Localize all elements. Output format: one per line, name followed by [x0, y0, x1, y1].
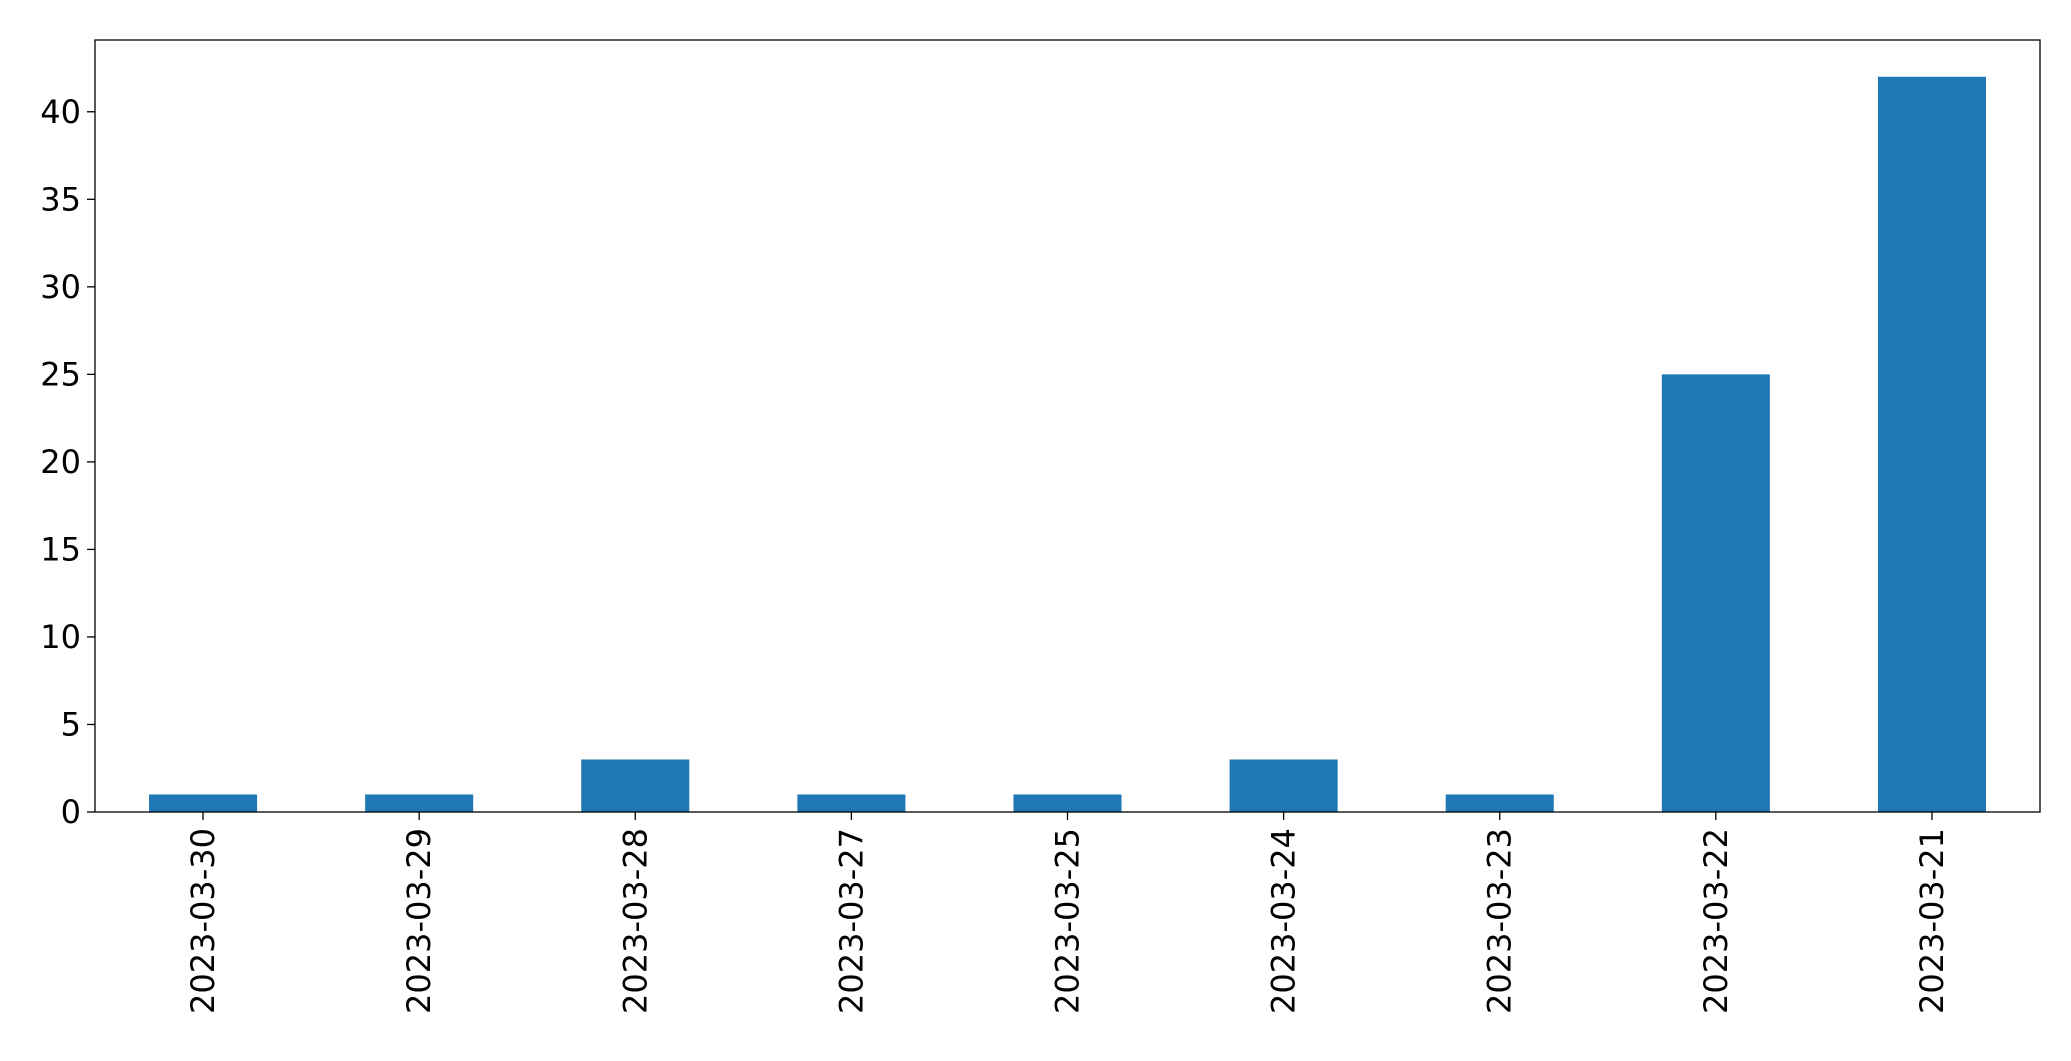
bar-2023-03-24 — [1229, 759, 1338, 812]
bar-2023-03-30 — [149, 794, 258, 812]
y-tick-label: 5 — [61, 705, 81, 743]
y-tick-label: 40 — [40, 93, 81, 131]
bar-2023-03-21 — [1877, 76, 1986, 812]
y-tick-label: 35 — [40, 180, 81, 218]
bar-2023-03-29 — [365, 794, 474, 812]
bar-2023-03-27 — [797, 794, 906, 812]
y-tick-label: 30 — [40, 268, 81, 306]
x-tick-label: 2023-03-30 — [184, 828, 222, 1014]
y-tick-label: 20 — [40, 443, 81, 481]
y-tick-label: 25 — [40, 355, 81, 393]
bar-2023-03-28 — [581, 759, 690, 812]
x-tick-label: 2023-03-22 — [1697, 828, 1735, 1014]
bars-group — [149, 76, 1986, 812]
x-tick-label: 2023-03-25 — [1049, 828, 1087, 1014]
y-tick-label: 0 — [61, 793, 81, 831]
x-tick-label: 2023-03-23 — [1481, 828, 1519, 1014]
y-tick-label: 10 — [40, 618, 81, 656]
x-axis: 2023-03-30 2023-03-29 2023-03-28 2023-03-27… — [184, 812, 1951, 1014]
x-tick-label: 2023-03-28 — [616, 828, 654, 1014]
x-tick-label: 2023-03-27 — [832, 828, 870, 1014]
x-tick-label: 2023-03-24 — [1265, 828, 1303, 1014]
y-tick-label: 15 — [40, 530, 81, 568]
y-axis: 0 5 10 15 20 25 30 35 40 — [40, 93, 95, 831]
bar-2023-03-25 — [1013, 794, 1122, 812]
x-tick-label: 2023-03-29 — [400, 828, 438, 1014]
bar-2023-03-22 — [1661, 374, 1770, 812]
plot-frame — [94, 39, 2041, 813]
x-tick-label: 2023-03-21 — [1913, 828, 1951, 1014]
bar-2023-03-23 — [1445, 794, 1554, 812]
